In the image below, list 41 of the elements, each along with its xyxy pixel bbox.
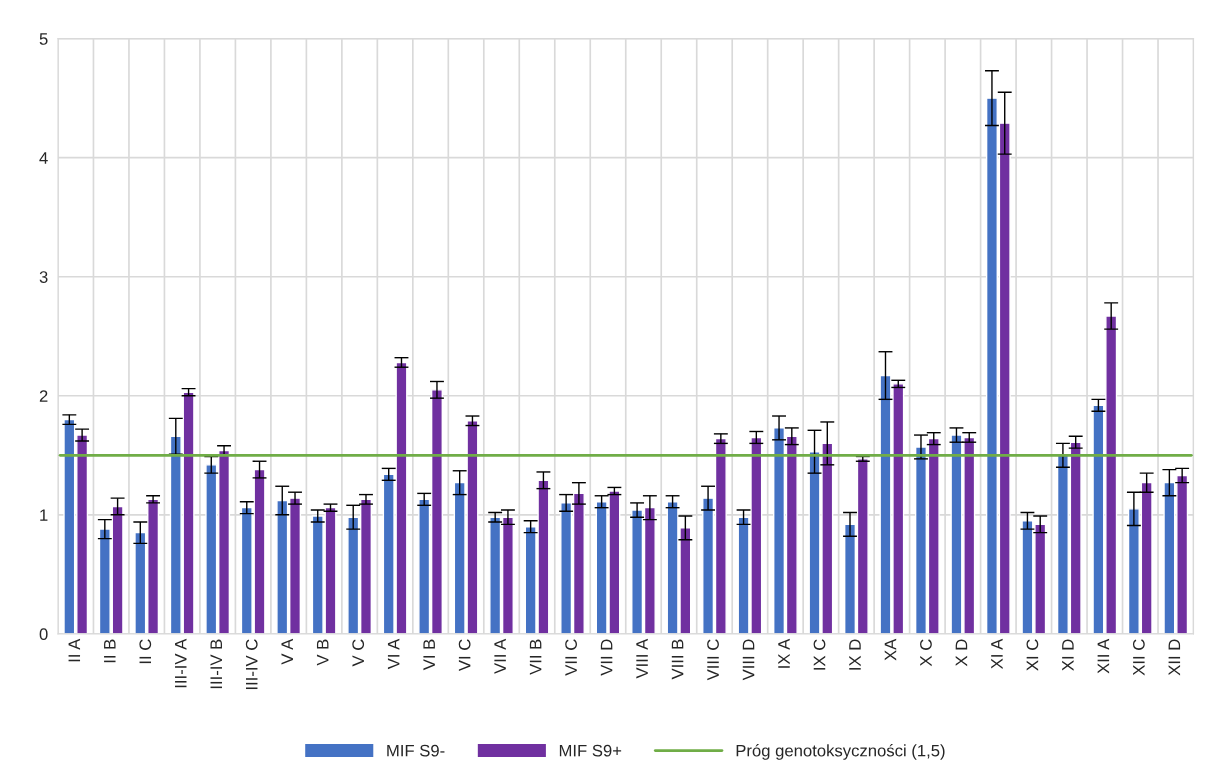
x-tick-label: III-IV C (245, 639, 258, 690)
x-tick-label: VII B (529, 639, 542, 675)
y-tick-label: 5 (39, 33, 48, 45)
x-tick-label: V A (281, 638, 293, 665)
x-tick-label: II B (104, 639, 116, 663)
x-tick-label: III-IV A (175, 638, 187, 688)
x-tick-label: V C (352, 639, 365, 667)
x-tick-label: VI A (387, 638, 400, 670)
x-tick-label: XI D (1062, 639, 1074, 671)
x-tick-label: X C (920, 639, 932, 667)
y-tick-label: 4 (39, 152, 48, 164)
legend-label: MIF S9- (387, 744, 445, 757)
y-tick-label: 1 (40, 509, 48, 521)
x-tick-label: VI B (423, 639, 435, 671)
x-tick-label: IX C (813, 639, 826, 670)
y-tick-label: 0 (39, 628, 48, 641)
x-tick-label: VI C (458, 639, 471, 672)
x-tick-label: XII D (1168, 639, 1181, 676)
x-tick-label: VIII D (742, 639, 755, 681)
x-tick-label: IX A (778, 638, 790, 668)
x-tick-label: XII A (1097, 638, 1110, 674)
y-tick-label: 2 (39, 390, 48, 402)
x-tick-label: IX D (849, 639, 861, 670)
x-tick-label: XI A (991, 638, 1003, 669)
legend-label: MIF S9+ (559, 744, 622, 757)
x-tick-label: XII C (1132, 639, 1145, 676)
x-tick-label: VII C (565, 639, 577, 676)
x-tick-label: II A (68, 638, 81, 662)
x-tick-label: VIII C (707, 639, 719, 681)
x-tick-label: X D (955, 639, 968, 667)
x-tick-label: VII A (494, 638, 506, 674)
x-tick-label: XI C (1026, 639, 1039, 671)
x-tick-label: VIII B (671, 639, 684, 680)
x-tick-label: III-IV B (210, 639, 222, 689)
x-tick-label: II C (139, 639, 152, 664)
x-tick-label: XA (884, 638, 897, 661)
legend-label: Próg genotoksyczności (1,5) (736, 744, 945, 760)
y-tick-label: 3 (39, 271, 48, 283)
x-tick-label: V B (316, 639, 329, 666)
x-tick-label: VIII A (636, 638, 648, 679)
x-tick-label: VII D (600, 639, 613, 676)
